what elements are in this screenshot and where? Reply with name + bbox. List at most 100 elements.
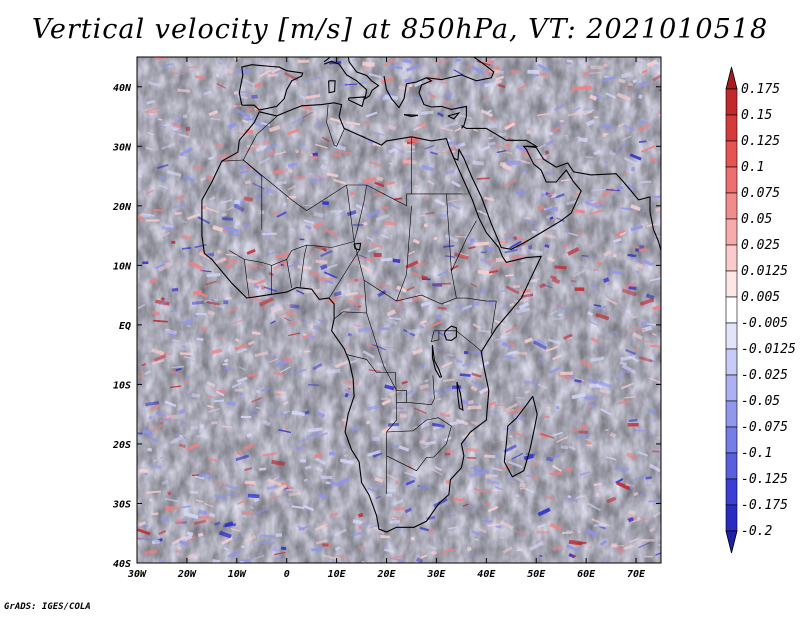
field-streak (392, 258, 401, 264)
field-streak (429, 467, 444, 476)
field-streak (615, 230, 626, 238)
field-streak (467, 407, 471, 410)
field-streak (648, 527, 656, 533)
field-streak (321, 136, 331, 143)
coastline (403, 114, 419, 118)
field-streak (464, 447, 480, 453)
field-streak (149, 278, 158, 284)
field-streak (226, 230, 240, 237)
field-streak (254, 351, 269, 358)
field-streak (362, 350, 375, 359)
field-streak (223, 547, 230, 551)
field-streak (657, 329, 661, 332)
colorbar-label: -0.005 (741, 316, 788, 331)
field-streak (410, 271, 422, 277)
field-streak (251, 414, 257, 417)
field-streak (574, 379, 582, 383)
field-streak (379, 534, 391, 539)
field-streak (187, 553, 195, 560)
field-streak (297, 154, 305, 156)
field-streak (487, 505, 499, 513)
field-streak (333, 291, 342, 297)
field-streak (537, 523, 546, 529)
field-streak (552, 318, 563, 320)
field-streak (483, 519, 493, 523)
field-streak (401, 157, 412, 166)
field-streak (159, 231, 171, 238)
field-streak (419, 325, 425, 329)
field-streak (628, 509, 636, 516)
field-streak (164, 224, 174, 228)
field-streak (637, 450, 649, 457)
field-streak (209, 512, 216, 518)
field-streak (138, 213, 151, 217)
field-streak (419, 363, 426, 368)
field-streak (467, 546, 472, 552)
colorbar-label: -0.2 (741, 524, 772, 539)
field-streak (193, 164, 203, 170)
field-streak (420, 301, 432, 307)
field-streak (235, 221, 241, 226)
field-streak (613, 238, 622, 243)
field-streak (336, 210, 347, 217)
field-streak (137, 432, 143, 435)
field-streak (516, 236, 528, 242)
field-streak (553, 122, 566, 130)
field-streak (205, 206, 220, 214)
field-streak (197, 532, 204, 537)
field-streak (560, 178, 570, 182)
field-streak (482, 391, 489, 394)
field-streak (447, 354, 455, 357)
field-streak (632, 474, 647, 482)
field-streak (252, 119, 268, 131)
field-streak (512, 413, 525, 421)
field-streak (573, 377, 585, 382)
field-streak (472, 128, 479, 132)
field-streak (442, 101, 451, 108)
field-streak (599, 559, 611, 563)
field-streak (251, 331, 261, 336)
field-streak (161, 479, 169, 486)
field-streak (485, 65, 501, 75)
lon-tick-label: 0 (284, 569, 290, 580)
field-streak (235, 104, 241, 108)
field-streak (499, 241, 507, 244)
field-streak (634, 346, 641, 351)
field-streak (509, 240, 522, 249)
field-streak (179, 321, 184, 325)
field-streak (380, 205, 389, 211)
field-streak (515, 307, 531, 314)
field-streak (255, 507, 268, 515)
field-streak (372, 142, 382, 147)
field-streak (308, 336, 316, 339)
field-streak (593, 268, 599, 272)
field-streak (339, 458, 355, 465)
field-streak (500, 289, 506, 293)
field-streak (455, 58, 462, 62)
field-streak (231, 318, 245, 325)
colorbar-label: 0.125 (741, 134, 780, 149)
field-streak (600, 408, 612, 416)
field-streak (186, 391, 192, 397)
field-streak (322, 201, 329, 206)
field-streak (153, 536, 159, 541)
field-streak (374, 181, 385, 188)
field-streak (374, 375, 379, 379)
field-streak (413, 425, 419, 429)
field-streak (139, 468, 149, 474)
field-streak (435, 314, 442, 319)
field-streak (602, 277, 610, 283)
colorbar-label: 0.075 (741, 186, 780, 201)
field-streak (605, 92, 617, 99)
field-streak (367, 487, 376, 493)
field-streak (647, 434, 661, 437)
field-streak (549, 216, 554, 220)
field-streak (578, 266, 584, 269)
field-streak (239, 366, 247, 371)
field-streak (160, 62, 173, 68)
field-streak (184, 341, 191, 346)
field-streak (639, 248, 648, 252)
field-streak (523, 218, 538, 226)
field-streak (484, 81, 499, 88)
lon-tick-label: 70E (627, 569, 646, 580)
